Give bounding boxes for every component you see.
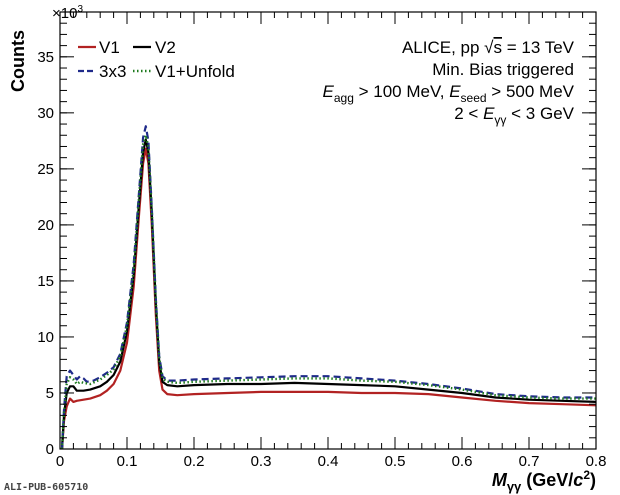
annotation-experiment: ALICE, pp √s = 13 TeV bbox=[402, 38, 575, 57]
ticks-layer: 0 0.1 0.2 0.3 0.4 0.5 0.6 0.7 0.8 0 5 10 15 20 25 30 35 bbox=[37, 11, 607, 470]
x-tick-label: 0.8 bbox=[586, 453, 607, 470]
series-line-v1 bbox=[60, 147, 597, 450]
annotations: ALICE, pp √s = 13 TeV Min. Bias triggere… bbox=[323, 38, 575, 127]
y-axis-multiplier: ×103 bbox=[52, 4, 83, 22]
x-tick-label: 0 bbox=[56, 453, 64, 470]
x-tick-label: 0.7 bbox=[519, 453, 540, 470]
y-tick-label: 10 bbox=[37, 329, 54, 346]
x-axis-title: Mγγ (GeV/c2) bbox=[492, 468, 596, 494]
y-tick-label: 15 bbox=[37, 273, 54, 290]
series-line-3x3 bbox=[60, 125, 596, 450]
legend-label-v1-unfold: V1+Unfold bbox=[155, 62, 235, 81]
y-tick-label: 30 bbox=[37, 105, 54, 122]
y-tick-label: 35 bbox=[37, 49, 54, 66]
legend-label-v2: V2 bbox=[155, 38, 176, 57]
legend: V1 V2 3x3 V1+Unfold bbox=[78, 38, 235, 81]
legend-label-3x3: 3x3 bbox=[99, 62, 126, 81]
legend-label-v1: V1 bbox=[99, 38, 120, 57]
y-tick-label: 20 bbox=[37, 217, 54, 234]
annotation-energy-cuts: Eagg > 100 MeV, Eseed > 500 MeV bbox=[323, 82, 575, 105]
x-tick-label: 0.1 bbox=[117, 453, 138, 470]
y-tick-label: 0 bbox=[46, 441, 54, 458]
x-tick-label: 0.6 bbox=[452, 453, 473, 470]
publication-id: ALI-PUB-605710 bbox=[4, 482, 88, 493]
y-tick-label: 5 bbox=[46, 385, 54, 402]
annotation-pair-energy: 2 < Eγγ < 3 GeV bbox=[454, 104, 574, 127]
y-axis-title: Counts bbox=[8, 30, 28, 92]
x-tick-label: 0.2 bbox=[184, 453, 205, 470]
y-tick-label: 25 bbox=[37, 161, 54, 178]
x-tick-label: 0.4 bbox=[318, 453, 339, 470]
series-layer bbox=[60, 125, 597, 450]
x-tick-label: 0.3 bbox=[251, 453, 272, 470]
x-tick-label: 0.5 bbox=[385, 453, 406, 470]
annotation-trigger: Min. Bias triggered bbox=[432, 60, 574, 79]
